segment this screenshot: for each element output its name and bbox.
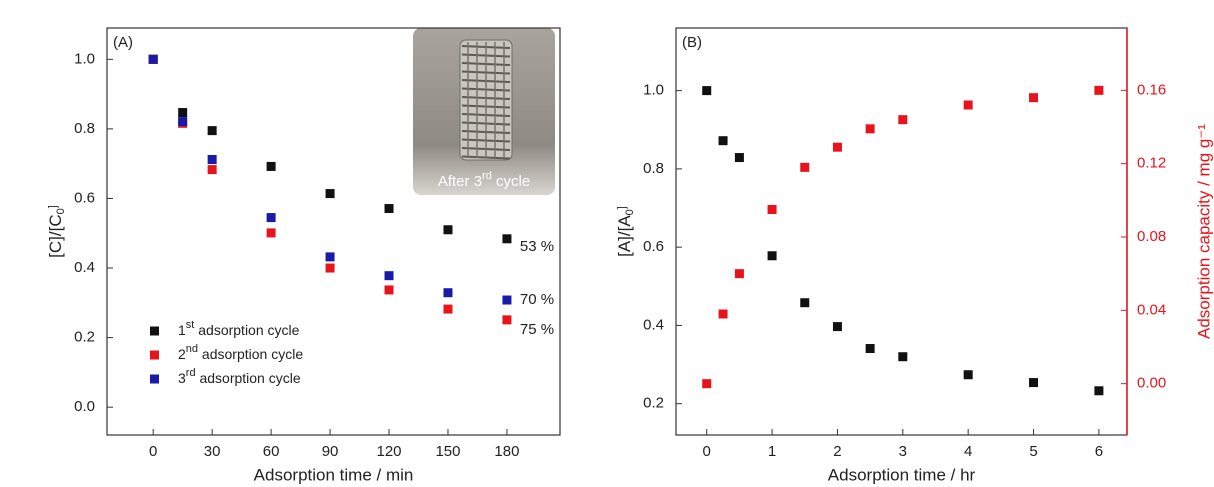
data-point <box>832 322 842 332</box>
legend-label: 3rd adsorption cycle <box>178 367 301 386</box>
data-point <box>384 204 394 214</box>
legend-label: 2nd adsorption cycle <box>178 343 303 362</box>
data-point <box>148 54 158 64</box>
x-tick-label: 120 <box>377 443 402 460</box>
y2-axis-title: Adsorption capacity / mg g⁻¹ <box>1194 124 1213 339</box>
plot-frame <box>675 27 1128 436</box>
x-tick-label: 60 <box>263 443 280 460</box>
data-point <box>718 309 728 319</box>
data-point <box>178 117 188 127</box>
x-axis-title: Adsorption time / min <box>254 465 414 484</box>
data-point <box>207 126 217 136</box>
x-tick-label: 5 <box>1029 443 1037 460</box>
data-point <box>207 154 217 164</box>
data-point <box>898 115 908 125</box>
data-point <box>502 295 512 305</box>
data-point <box>384 271 394 281</box>
data-point <box>1029 378 1039 388</box>
x-tick-label: 2 <box>833 443 841 460</box>
data-point <box>832 142 842 152</box>
y2-tick-label: 0.04 <box>1137 301 1166 318</box>
data-point <box>178 108 188 118</box>
data-point <box>963 100 973 110</box>
data-point <box>865 344 875 354</box>
x-tick-label: 3 <box>899 443 907 460</box>
data-point <box>207 165 217 175</box>
y-axis-title: [A]/[A0] <box>615 206 635 257</box>
x-tick-label: 90 <box>322 443 339 460</box>
data-point <box>865 124 875 134</box>
y-tick-label: 0.4 <box>74 259 95 276</box>
y-tick-label: 0.2 <box>643 395 664 412</box>
data-point <box>266 213 276 223</box>
data-point <box>734 269 744 279</box>
x-tick-label: 30 <box>204 443 221 460</box>
legend-swatch <box>150 374 159 384</box>
y2-tick-label: 0.00 <box>1137 375 1166 392</box>
x-tick-label: 6 <box>1095 443 1103 460</box>
legend-swatch <box>150 350 159 360</box>
annotation: 75 % <box>520 321 554 338</box>
data-point <box>800 298 810 308</box>
inset-label: After 3rd cycle <box>438 170 530 190</box>
annotation: 53 % <box>520 238 554 255</box>
data-point <box>443 288 453 298</box>
data-point <box>325 252 335 262</box>
data-point <box>502 315 512 325</box>
x-tick-label: 0 <box>149 443 157 460</box>
panel-label: (A) <box>113 34 133 51</box>
panel-label: (B) <box>682 34 702 51</box>
data-point <box>718 136 728 146</box>
x-axis-title: Adsorption time / hr <box>828 465 976 484</box>
x-tick-label: 0 <box>703 443 711 460</box>
data-point <box>1094 386 1104 396</box>
y-tick-label: 1.0 <box>643 82 664 99</box>
data-point <box>702 379 712 389</box>
data-point <box>266 228 276 238</box>
data-point <box>1029 93 1039 103</box>
x-tick-label: 150 <box>435 443 460 460</box>
y-tick-label: 0.8 <box>643 160 664 177</box>
y2-tick-label: 0.16 <box>1137 81 1166 98</box>
y2-tick-label: 0.12 <box>1137 155 1166 172</box>
y-tick-label: 0.6 <box>643 238 664 255</box>
data-point <box>325 189 335 199</box>
x-tick-label: 180 <box>494 443 519 460</box>
y-tick-label: 1.0 <box>74 50 95 67</box>
legend-swatch <box>150 326 159 336</box>
data-point <box>325 263 335 273</box>
data-point <box>963 370 973 380</box>
y-axis-title: [C]/[C0] <box>46 205 66 258</box>
data-point <box>1094 85 1104 95</box>
y2-tick-label: 0.08 <box>1137 228 1166 245</box>
data-point <box>767 205 777 214</box>
y-tick-label: 0.2 <box>74 329 95 346</box>
data-point <box>443 225 453 235</box>
data-point <box>800 162 810 172</box>
plot-frame <box>106 27 561 436</box>
y-tick-label: 0.8 <box>74 120 95 137</box>
data-point <box>443 304 453 314</box>
y-tick-label: 0.0 <box>74 398 95 415</box>
y-tick-label: 0.6 <box>74 189 95 206</box>
x-tick-label: 4 <box>964 443 972 460</box>
x-tick-label: 1 <box>768 443 776 460</box>
annotation: 70 % <box>520 291 554 308</box>
data-point <box>767 251 777 261</box>
data-point <box>384 285 394 295</box>
data-point <box>502 234 512 244</box>
data-point <box>702 86 712 96</box>
y-tick-label: 0.4 <box>643 316 664 333</box>
data-point <box>734 153 744 163</box>
inset-photo: After 3rd cycle <box>413 28 555 195</box>
data-point <box>266 161 276 171</box>
legend-label: 1st adsorption cycle <box>178 319 300 338</box>
data-point <box>898 352 908 362</box>
